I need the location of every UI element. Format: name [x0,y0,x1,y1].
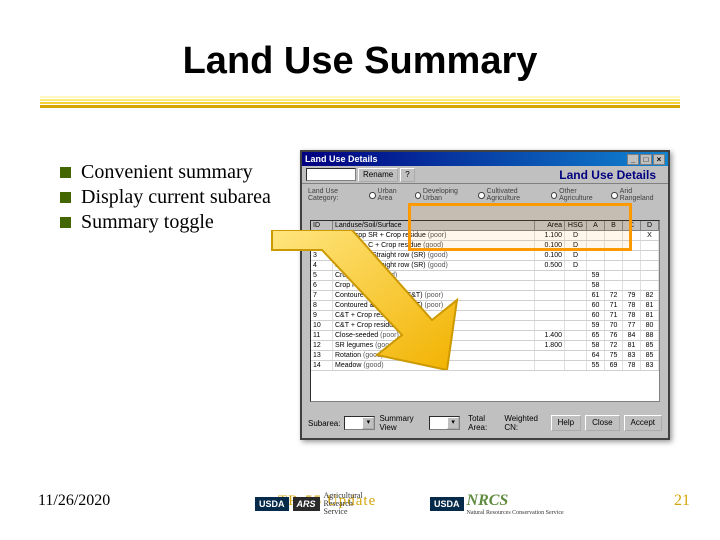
page-title: Land Use Summary [0,40,720,83]
maximize-button[interactable]: □ [640,154,652,165]
table-row[interactable]: 8Contoured & terraced (C&T) (poor)607178… [311,301,659,311]
col-b: B [605,221,623,230]
subarea-dropdown[interactable]: ▾ [344,416,375,430]
bullet-item: Summary toggle [60,210,300,235]
nrcs-logo: NRCS [467,492,564,510]
table-row[interactable]: 5Crop residue (good)59 [311,271,659,281]
close-button-bottom[interactable]: Close [585,415,619,431]
usda-logo: USDA [255,497,289,511]
total-area-label: Total Area: [468,414,500,432]
summary-dropdown[interactable]: ▾ [429,416,460,430]
bullet-text: Summary toggle [81,210,214,235]
bullet-list: Convenient summary Display current subar… [60,160,300,235]
window-titlebar[interactable]: Land Use Details _ □ × [302,152,668,166]
accept-button[interactable]: Accept [624,415,662,431]
bullet-item: Display current subarea [60,185,300,210]
landuse-category-radios: Land Use Category: Urban Area Developing… [302,184,668,206]
table-row[interactable]: 1Row Crop SR + Crop residue (poor)1.100D… [311,231,659,241]
radio-cultivated-agriculture[interactable]: Cultivated Agriculture [478,188,545,202]
ars-logo: ARS [293,497,320,511]
footer-logo-left-group: USDA ARS Agricultural Research Service [255,492,363,516]
bullet-text: Display current subarea [81,185,271,210]
col-d: D [641,221,659,230]
nrcs-block: NRCS Natural Resources Conservation Serv… [467,492,564,516]
minimize-button[interactable]: _ [627,154,639,165]
window-title-text: Land Use Details [305,154,378,164]
ars-label: Agricultural Research Service [324,492,363,516]
col-c: C [623,221,641,230]
radio-other-agriculture[interactable]: Other Agriculture [551,188,606,202]
title-underline [40,96,680,110]
callout-label: Land Use Details [559,168,656,182]
bullet-marker [60,192,71,203]
underline-band [40,96,680,98]
window-bottom-bar: Subarea: ▾ Summary View ▾ Total Area: We… [308,414,662,432]
col-desc: Landuse/Soil/Surface [333,221,535,230]
grid-header-row: ID Landuse/Soil/Surface Area HSG A B C D [311,221,659,231]
radio-arid-rangeland[interactable]: Arid Rangeland [611,188,662,202]
bullet-marker [60,217,71,228]
underline-band [40,99,680,101]
help-button[interactable]: Help [551,415,581,431]
table-row[interactable]: 4Small grain Straight row (SR) (good)0.5… [311,261,659,271]
subarea-label: Subarea: [308,419,340,428]
table-row[interactable]: 6Crop residue (good)58 [311,281,659,291]
nrcs-subtitle: Natural Resources Conservation Service [467,510,564,516]
table-row[interactable]: 12SR legumes (good)1.80058728185 [311,341,659,351]
table-row[interactable]: 2Row Crop C + Crop residue (good)0.100D [311,241,659,251]
col-hsg: HSG [565,221,587,230]
weighted-label: Weighted CN: [504,414,546,432]
data-grid[interactable]: ID Landuse/Soil/Surface Area HSG A B C D… [310,220,660,402]
table-row[interactable]: 14Meadow (good)55697883 [311,361,659,371]
bullet-text: Convenient summary [81,160,253,185]
close-button[interactable]: × [653,154,665,165]
table-row[interactable]: 11Close-seeded (poor)1.40065768488 [311,331,659,341]
subarea-selector[interactable] [306,168,356,181]
grid-body: 1Row Crop SR + Crop residue (poor)1.100D… [311,231,659,371]
underline-band [40,102,680,104]
table-row[interactable]: 9C&T + Crop residue (poor)60717881 [311,311,659,321]
underline-band [40,105,680,108]
radio-urban-area[interactable]: Urban Area [369,188,408,202]
chevron-down-icon: ▾ [447,417,459,429]
slide: Land Use Summary Convenient summary Disp… [0,0,720,540]
radio-group-label: Land Use Category: [308,188,363,202]
summary-toggle-label[interactable]: Summary View [379,414,425,432]
footer-logo-right-group: USDA NRCS Natural Resources Conservation… [430,492,564,516]
bullet-marker [60,167,71,178]
table-row[interactable]: 7Contoured & terraced (C&T) (poor)617279… [311,291,659,301]
table-row[interactable]: 3Small grain Straight row (SR) (good)0.1… [311,251,659,261]
usda-logo: USDA [430,497,464,511]
table-row[interactable]: 10C&T + Crop residue (poor)59707780 [311,321,659,331]
page-number: 21 [674,492,690,510]
radio-developing-urban[interactable]: Developing Urban [415,188,473,202]
col-a: A [587,221,605,230]
app-window: Land Use Details _ □ × Rename ? Land Use… [300,150,670,440]
help-icon-button[interactable]: ? [400,168,414,182]
rename-button[interactable]: Rename [358,168,398,182]
table-row[interactable]: 13Rotation (good)64758385 [311,351,659,361]
bullet-item: Convenient summary [60,160,300,185]
col-id: ID [311,221,333,230]
footer-date: 11/26/2020 [38,492,110,510]
col-area: Area [535,221,565,230]
chevron-down-icon: ▾ [362,417,374,429]
